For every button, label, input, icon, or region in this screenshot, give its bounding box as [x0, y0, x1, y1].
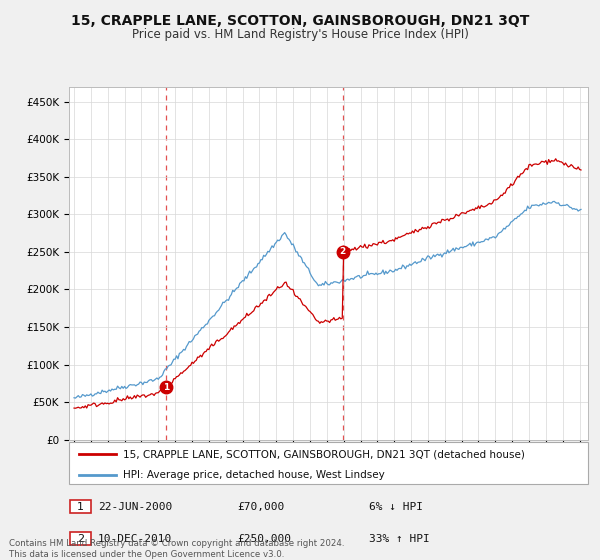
Text: 15, CRAPPLE LANE, SCOTTON, GAINSBOROUGH, DN21 3QT (detached house): 15, CRAPPLE LANE, SCOTTON, GAINSBOROUGH,… — [124, 449, 526, 459]
Text: Price paid vs. HM Land Registry's House Price Index (HPI): Price paid vs. HM Land Registry's House … — [131, 28, 469, 41]
Text: 10-DEC-2010: 10-DEC-2010 — [98, 534, 172, 544]
Text: 2: 2 — [340, 248, 346, 256]
Text: 1: 1 — [163, 382, 169, 391]
Text: £70,000: £70,000 — [237, 502, 284, 512]
Text: HPI: Average price, detached house, West Lindsey: HPI: Average price, detached house, West… — [124, 470, 385, 480]
Text: 33% ↑ HPI: 33% ↑ HPI — [369, 534, 430, 544]
Text: 2: 2 — [77, 534, 84, 544]
Text: £250,000: £250,000 — [237, 534, 291, 544]
Text: 1: 1 — [77, 502, 84, 512]
Text: Contains HM Land Registry data © Crown copyright and database right 2024.
This d: Contains HM Land Registry data © Crown c… — [9, 539, 344, 559]
Text: 22-JUN-2000: 22-JUN-2000 — [98, 502, 172, 512]
Text: 6% ↓ HPI: 6% ↓ HPI — [369, 502, 423, 512]
Text: 15, CRAPPLE LANE, SCOTTON, GAINSBOROUGH, DN21 3QT: 15, CRAPPLE LANE, SCOTTON, GAINSBOROUGH,… — [71, 14, 529, 28]
